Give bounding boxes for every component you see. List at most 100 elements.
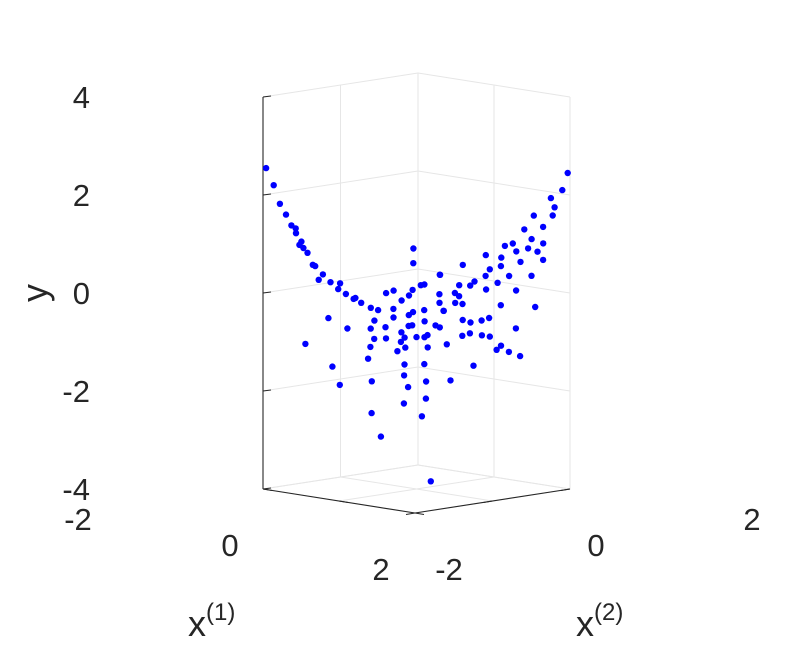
x1-axis-label-base: x — [188, 603, 206, 644]
data-point — [559, 186, 566, 194]
data-point — [327, 279, 334, 286]
data-point — [432, 322, 439, 329]
x1-tick-mark — [262, 488, 273, 492]
data-point — [436, 291, 443, 298]
grid-lines — [262, 72, 571, 514]
data-point — [304, 249, 311, 256]
data-point — [521, 226, 528, 233]
data-point — [335, 285, 342, 293]
data-point — [459, 316, 466, 324]
x2-tick-label: -2 — [435, 552, 463, 587]
data-point — [270, 182, 277, 189]
data-point — [309, 261, 316, 268]
y-tick-label: -4 — [62, 472, 90, 507]
data-point — [547, 194, 555, 202]
data-point — [512, 287, 520, 294]
data-point — [400, 372, 408, 379]
data-point — [394, 348, 401, 355]
data-point — [540, 240, 547, 247]
data-points — [262, 164, 571, 485]
data-point — [418, 413, 426, 420]
y-tick-label: -2 — [62, 374, 90, 409]
data-point — [367, 343, 374, 351]
data-point — [352, 294, 359, 302]
y-tick-label: 2 — [73, 178, 90, 213]
data-point — [336, 280, 344, 287]
data-point — [368, 409, 375, 417]
data-point — [382, 335, 390, 342]
data-point — [486, 333, 493, 340]
x1-tick-mark — [338, 500, 349, 504]
y-tick-mark — [262, 389, 272, 392]
data-point — [436, 299, 443, 306]
data-point — [513, 248, 520, 255]
data-point — [422, 395, 430, 402]
data-point — [551, 204, 558, 211]
data-point — [459, 300, 466, 308]
data-point — [282, 211, 290, 218]
data-point — [390, 287, 397, 294]
data-point — [482, 272, 489, 280]
data-point — [549, 212, 556, 219]
data-point — [528, 272, 535, 279]
data-point — [292, 230, 300, 237]
data-point — [374, 306, 382, 314]
data-point — [405, 292, 413, 299]
x1-axis-label: x(1) — [188, 599, 235, 644]
data-point — [505, 348, 513, 356]
data-point — [397, 338, 405, 346]
x1-tick-mark — [414, 512, 425, 516]
data-point — [494, 279, 501, 286]
data-point — [486, 266, 493, 273]
axis-lines — [262, 95, 571, 516]
data-point — [367, 325, 374, 332]
x2-tick-label: 2 — [743, 502, 760, 537]
data-point — [421, 360, 428, 368]
data-point — [401, 361, 408, 368]
data-point — [516, 352, 524, 360]
data-point — [509, 240, 516, 247]
data-point — [296, 241, 303, 249]
data-point — [440, 307, 447, 314]
data-point — [390, 305, 397, 313]
data-point — [478, 317, 485, 324]
data-point — [382, 289, 390, 297]
data-point — [459, 261, 466, 269]
y-tick-mark — [262, 193, 272, 196]
y-tick-mark — [262, 291, 272, 294]
data-point — [302, 340, 309, 348]
data-point — [455, 293, 463, 300]
data-point — [482, 251, 489, 259]
data-point — [410, 260, 417, 267]
x2-axis-label-base: x — [576, 603, 594, 644]
data-point — [400, 400, 408, 407]
y-tick-mark — [262, 95, 272, 98]
data-point — [390, 314, 397, 321]
data-point — [447, 377, 454, 384]
data-point — [368, 378, 375, 385]
x2-tick-mark — [405, 512, 416, 516]
data-point — [534, 248, 541, 255]
data-point — [364, 355, 372, 362]
data-point — [342, 290, 350, 298]
grid-line — [417, 464, 571, 490]
data-point — [427, 478, 434, 485]
data-point — [336, 381, 343, 389]
data-point — [470, 362, 477, 369]
data-point — [456, 282, 463, 289]
data-point — [485, 314, 493, 322]
data-point — [401, 334, 408, 341]
x1-tick-label: 2 — [372, 552, 389, 587]
data-point — [539, 256, 547, 264]
data-point — [367, 304, 374, 311]
data-point — [262, 164, 270, 172]
data-point — [505, 272, 513, 280]
data-point — [319, 271, 327, 278]
data-point — [452, 299, 459, 307]
x1-tick-label: -2 — [64, 502, 92, 537]
data-point — [413, 333, 420, 341]
data-point — [467, 282, 474, 289]
data-point — [410, 245, 417, 252]
data-point — [539, 223, 547, 231]
